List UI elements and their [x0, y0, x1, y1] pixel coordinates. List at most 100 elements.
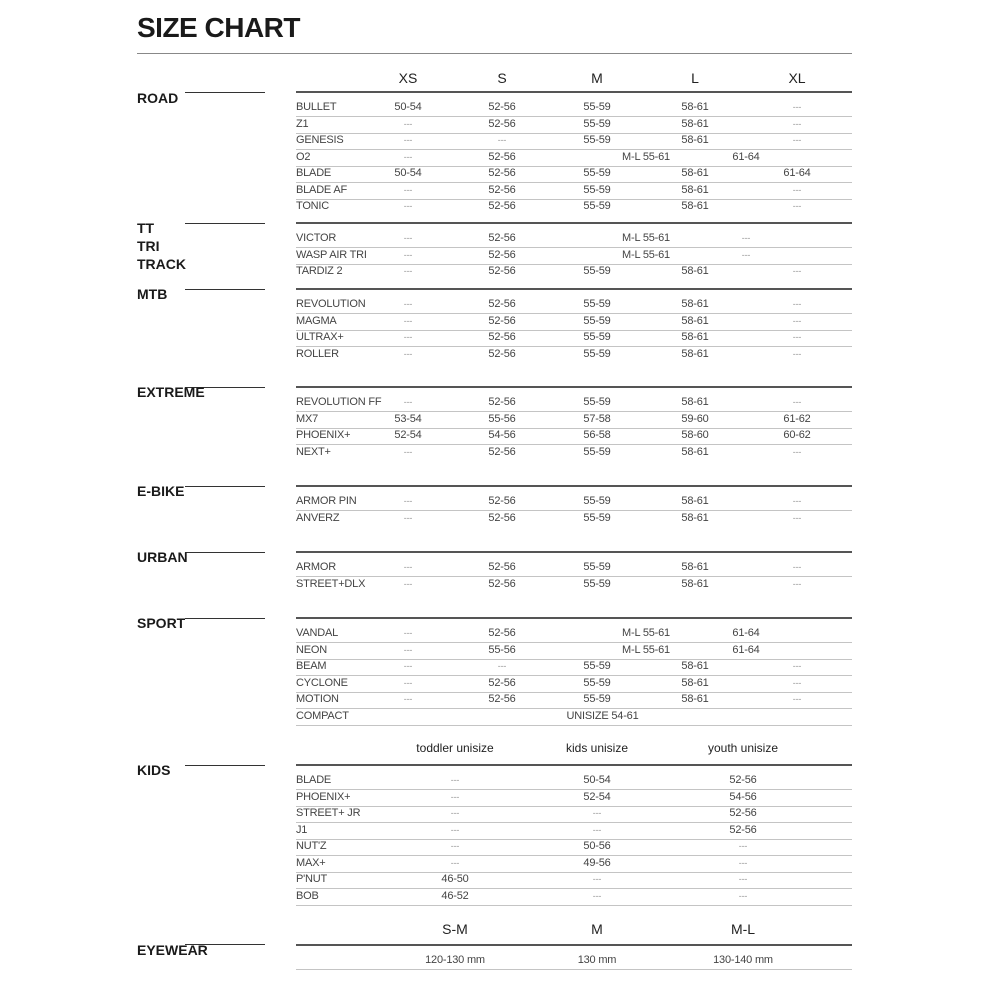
size-cell: 52-56 [488, 200, 516, 212]
size-cell: --- [403, 446, 413, 457]
size-cell: 52-56 [488, 314, 516, 327]
size-cell: M-L 55-61 [622, 627, 670, 639]
size-cell: UNISIZE 54-61 [566, 709, 639, 722]
row-divider [296, 149, 852, 150]
size-cell: 52-56 [488, 676, 516, 689]
size-cell: --- [403, 562, 413, 572]
row-model-name: PHOENIX+ [296, 790, 351, 803]
row-model-name: TARDIZ 2 [296, 265, 343, 277]
size-cell: 55-59 [583, 200, 611, 212]
size-cell: 58-61 [681, 693, 709, 705]
kids-column-header: kids unisize [565, 741, 629, 755]
row-model-name: BLADE [296, 167, 332, 179]
row-divider [296, 675, 852, 676]
size-cell: --- [792, 562, 802, 572]
size-cell: --- [792, 135, 802, 145]
size-cell: 59-60 [681, 412, 709, 425]
size-cell: 52-56 [488, 101, 516, 113]
row-divider [296, 888, 852, 889]
row-divider [296, 789, 852, 790]
size-cell: --- [792, 694, 802, 704]
section-divider [296, 386, 852, 388]
size-cell: 52-56 [729, 807, 757, 819]
size-cell: --- [403, 266, 413, 276]
row-model-name: PHOENIX+ [296, 429, 351, 441]
size-cell: 58-61 [681, 265, 709, 277]
size-cell: 58-61 [681, 660, 709, 672]
section-label-rule [185, 765, 265, 766]
row-divider [296, 247, 852, 248]
row-divider [296, 576, 852, 577]
row-divider [296, 510, 852, 511]
section-label: TT [137, 220, 155, 236]
size-cell: 58-61 [681, 298, 709, 310]
size-cell: 52-56 [488, 265, 516, 277]
size-cell: 58-60 [681, 429, 709, 441]
size-cell: 58-61 [681, 134, 709, 146]
size-cell: 58-61 [681, 314, 709, 327]
row-model-name: MAX+ [296, 856, 326, 869]
size-cell: 53-54 [394, 412, 422, 425]
row-divider [296, 182, 852, 183]
size-cell: --- [792, 184, 802, 195]
row-divider [296, 708, 852, 709]
title-divider [137, 53, 852, 54]
row-divider [296, 658, 852, 660]
size-cell: --- [792, 299, 802, 309]
row-model-name: REVOLUTION FF [296, 396, 382, 408]
kids-column-header: toddler unisize [416, 741, 494, 755]
row-model-name: NEXT+ [296, 445, 331, 458]
size-cell: 55-59 [583, 693, 611, 705]
section-divider [296, 288, 852, 290]
size-cell: 61-64 [783, 167, 811, 179]
row-model-name: P'NUT [296, 873, 328, 885]
size-cell: M-L 55-61 [622, 232, 670, 244]
size-cell: --- [792, 677, 802, 688]
row-model-name: ARMOR [296, 561, 336, 573]
size-cell: 56-58 [583, 429, 611, 441]
row-model-name: BEAM [296, 660, 327, 672]
row-divider [296, 724, 852, 726]
size-cell: 52-56 [488, 232, 516, 244]
eyewear-size-header: M [591, 921, 603, 937]
size-cell: 50-54 [394, 101, 422, 113]
section-label-rule [185, 944, 265, 945]
size-cell: --- [403, 332, 413, 342]
size-cell: --- [792, 661, 802, 671]
size-cell: M-L 55-61 [622, 643, 670, 656]
size-cell: 52-56 [488, 693, 516, 705]
size-cell: 61-64 [732, 150, 760, 163]
row-model-name: CYCLONE [296, 676, 348, 689]
size-cell: --- [792, 348, 802, 359]
row-divider [296, 444, 852, 445]
size-cell: 58-61 [681, 331, 709, 343]
size-cell: 52-56 [729, 774, 757, 786]
section-label-rule [185, 618, 265, 619]
section-label-rule [185, 223, 265, 224]
size-cell: 52-56 [488, 150, 516, 163]
row-model-name: STREET+DLX [296, 577, 366, 590]
row-divider [296, 116, 852, 117]
row-model-name: ARMOR PIN [296, 495, 357, 507]
row-model-name: NEON [296, 643, 327, 656]
size-cell: 55-59 [583, 167, 611, 179]
size-cell: 58-61 [681, 495, 709, 507]
row-model-name: NUT'Z [296, 840, 327, 852]
row-model-name: TONIC [296, 200, 330, 212]
size-cell: 50-54 [583, 774, 611, 786]
row-model-name: ANVERZ [296, 511, 340, 524]
size-cell: --- [792, 102, 802, 112]
size-cell: 57-58 [583, 412, 611, 425]
size-header: L [691, 70, 699, 86]
size-cell: 46-52 [441, 889, 469, 902]
row-divider [296, 263, 852, 265]
size-cell: M-L 55-61 [622, 248, 670, 261]
section-divider [296, 617, 852, 619]
section-label: EXTREME [137, 384, 205, 400]
size-cell: 55-59 [583, 101, 611, 113]
row-divider [296, 822, 852, 823]
row-model-name: BULLET [296, 101, 337, 113]
size-cell: --- [792, 118, 802, 129]
size-cell: --- [450, 857, 460, 868]
size-cell: --- [792, 332, 802, 342]
